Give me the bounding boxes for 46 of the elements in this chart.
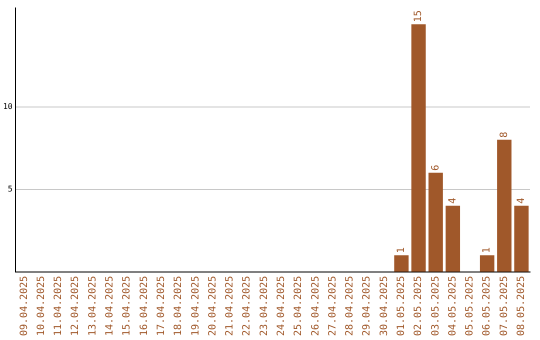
x-tick-label: 30.04.2025: [378, 276, 390, 336]
x-tick-label: 14.04.2025: [104, 276, 116, 336]
bar: [514, 206, 529, 272]
data-label: 4: [516, 198, 528, 204]
x-tick-label: 16.04.2025: [138, 276, 150, 336]
x-tick-label: 05.05.2025: [464, 276, 476, 336]
x-tick-label: 03.05.2025: [430, 276, 442, 336]
x-tick-label: 07.05.2025: [498, 276, 510, 336]
bar: [497, 140, 512, 272]
x-tick-label: 11.04.2025: [53, 276, 64, 336]
x-tick-label: 21.04.2025: [224, 276, 236, 336]
x-tick-label: 15.04.2025: [122, 276, 133, 336]
data-label: 8: [498, 132, 510, 138]
y-tick-label: 5: [8, 184, 13, 194]
x-tick-label: 06.05.2025: [482, 276, 493, 336]
x-tick-label: 10.04.2025: [36, 276, 47, 336]
data-label: 15: [413, 10, 424, 22]
x-tick-label: 22.04.2025: [242, 276, 253, 336]
x-tick-label: 19.04.2025: [190, 276, 202, 336]
x-tick-label: 13.04.2025: [87, 276, 98, 336]
x-tick-label: 04.05.2025: [447, 276, 458, 336]
data-label: 4: [447, 198, 458, 204]
x-tick-label: 24.04.2025: [276, 276, 287, 336]
x-tick-label: 18.04.2025: [173, 276, 184, 336]
bar: [428, 172, 443, 272]
data-label: 1: [482, 247, 493, 254]
x-tick-label: 28.04.2025: [344, 276, 356, 336]
bar: [480, 255, 494, 272]
x-tick-label: 08.05.2025: [516, 276, 528, 336]
x-tick-label: 12.04.2025: [70, 276, 82, 336]
bar: [446, 206, 460, 272]
x-tick-label: 09.04.2025: [18, 276, 30, 336]
x-tick-label: 27.04.2025: [327, 276, 338, 336]
data-label: 6: [430, 164, 442, 171]
bar: [411, 24, 426, 272]
x-tick-label: 20.04.2025: [207, 276, 218, 336]
x-tick-label: 25.04.2025: [293, 276, 304, 336]
bar: [394, 255, 409, 272]
x-tick-label: 26.04.2025: [310, 276, 322, 336]
x-tick-label: 29.04.2025: [362, 276, 373, 336]
x-tick-label: 23.04.2025: [258, 276, 270, 336]
data-label: 1: [396, 247, 407, 254]
x-tick-label: 01.05.2025: [396, 276, 407, 336]
x-tick-label: 17.04.2025: [156, 276, 167, 336]
x-tick-label: 02.05.2025: [413, 276, 424, 336]
y-tick-label: 10: [2, 102, 13, 111]
